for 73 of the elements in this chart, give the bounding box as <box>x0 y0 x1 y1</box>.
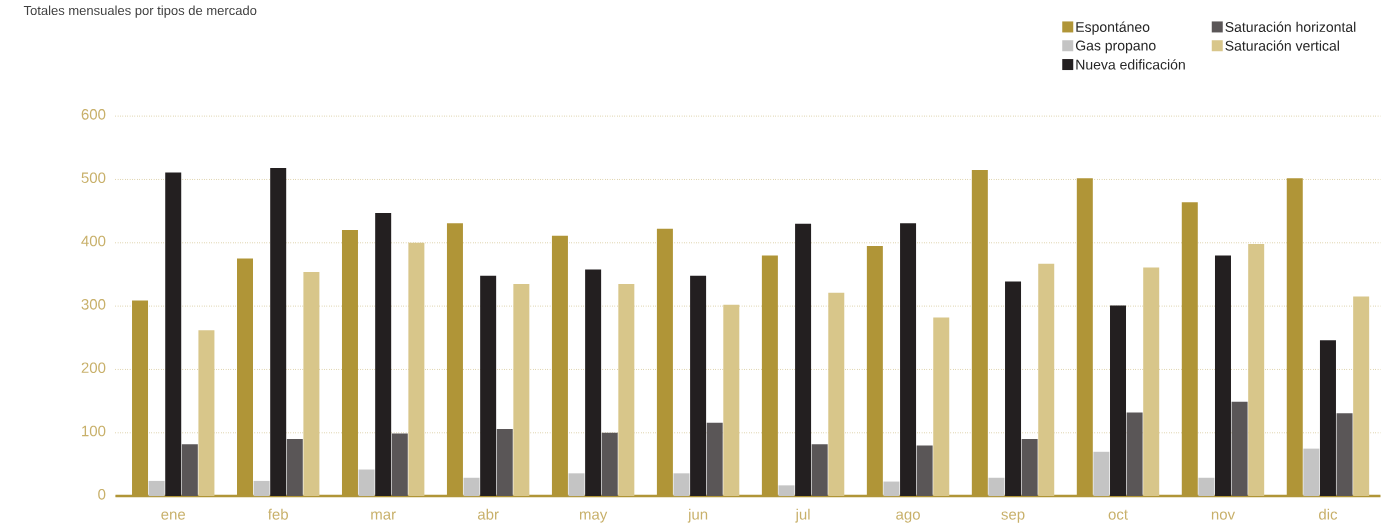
y-tick-label: 500 <box>81 172 106 183</box>
bar <box>1198 477 1215 497</box>
bar <box>198 330 215 497</box>
bar <box>900 223 917 497</box>
x-tick-label: mar <box>371 511 396 520</box>
bar <box>723 304 740 497</box>
bar <box>513 283 530 497</box>
bar <box>1143 267 1160 497</box>
bar <box>1336 413 1353 497</box>
x-tick-label: dic <box>1319 508 1338 520</box>
bar <box>1038 263 1055 497</box>
x-tick-label: jul <box>795 508 810 523</box>
y-tick-label: 200 <box>81 362 106 373</box>
x-tick-label: oct <box>1108 509 1128 520</box>
bar <box>270 168 287 497</box>
y-tick-label: 600 <box>81 109 106 120</box>
bar <box>883 481 900 497</box>
bar <box>1021 439 1038 497</box>
bar <box>303 271 320 497</box>
x-tick-label: sep <box>1001 511 1025 523</box>
bar <box>463 477 480 497</box>
bar <box>1110 305 1127 497</box>
bar <box>618 283 635 497</box>
bar <box>673 473 690 497</box>
bar <box>286 439 303 497</box>
bar <box>496 428 513 497</box>
bar <box>358 469 375 497</box>
bar <box>933 317 950 497</box>
bar <box>1231 401 1248 497</box>
bar <box>916 445 933 497</box>
y-tick-label: 100 <box>82 425 106 437</box>
bar <box>585 269 602 497</box>
bar <box>601 432 618 497</box>
bar <box>828 292 845 497</box>
bar <box>778 485 795 497</box>
x-tick-label: nov <box>1211 511 1236 520</box>
x-tick-label: may <box>579 511 608 523</box>
y-tick-label: 400 <box>81 235 106 247</box>
bar <box>690 275 707 497</box>
bar <box>148 480 165 497</box>
bar <box>811 444 828 497</box>
x-tick-label: jun <box>687 508 708 523</box>
x-tick-label: ago <box>896 511 920 523</box>
legend-label: Espontáneo <box>1076 21 1150 35</box>
bar <box>1248 244 1265 497</box>
y-tick-label: 300 <box>81 299 106 310</box>
bar <box>1303 448 1320 497</box>
bar <box>181 444 198 497</box>
legend-label: Gas propano <box>1075 40 1156 54</box>
x-tick-label: feb <box>267 508 288 520</box>
bar <box>1005 281 1022 497</box>
x-tick-label: abr <box>477 508 499 520</box>
bar <box>568 473 585 497</box>
bar <box>253 480 270 497</box>
bar <box>1093 451 1110 497</box>
bar <box>1214 255 1231 497</box>
bar <box>408 242 425 497</box>
legend-label: Saturación horizontal <box>1225 21 1356 32</box>
legend-label: Saturación vertical <box>1225 40 1339 51</box>
chart-title: Totales mensuales por tipos de mercado <box>23 5 257 18</box>
legend-label: Nueva edificación <box>1076 59 1185 70</box>
bar <box>480 275 497 497</box>
bar <box>1319 340 1336 497</box>
bar <box>391 433 408 497</box>
bar <box>795 223 812 497</box>
bar <box>706 422 723 497</box>
bar <box>375 213 392 497</box>
x-tick-label: ene <box>161 511 186 520</box>
bar <box>1353 296 1370 497</box>
bar <box>988 477 1005 497</box>
bar <box>1126 412 1143 497</box>
bar <box>165 172 182 497</box>
y-tick-label: 0 <box>98 489 106 500</box>
